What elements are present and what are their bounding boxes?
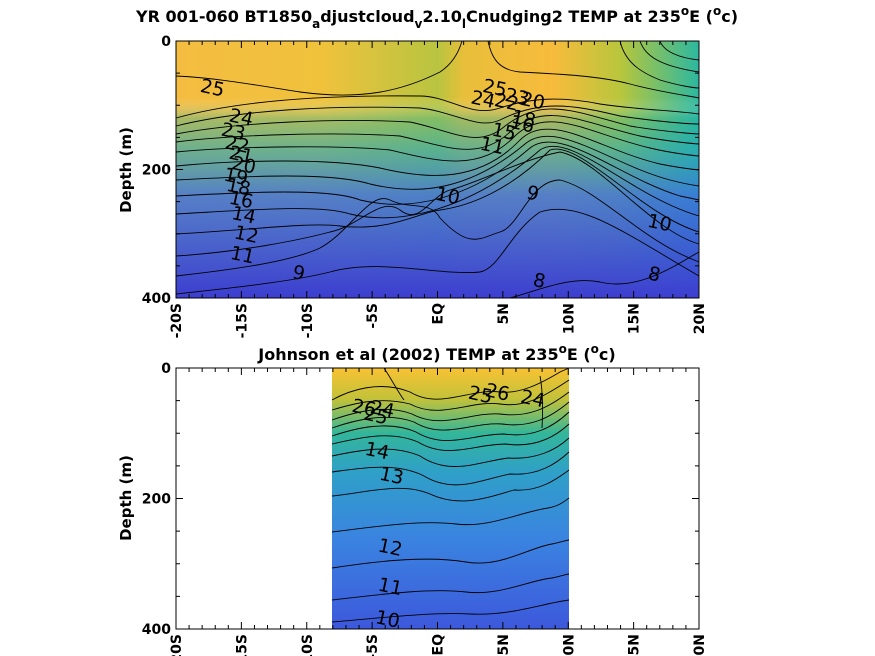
contour-label: 8 — [531, 269, 547, 293]
bottom-temperature-field — [332, 368, 569, 629]
contour-label: 24 — [469, 87, 497, 114]
contour-label: 22 — [223, 132, 251, 159]
top-temperature-depth-shading — [176, 41, 699, 298]
bottom-contour-lines — [331, 367, 570, 623]
bottom-chart-title: Johnson et al (2002) TEMP at 235oE (oc) — [257, 342, 615, 364]
contour-label: 24 — [368, 396, 396, 423]
top-x-tick-label: 5N — [496, 303, 512, 324]
bottom-y-tick-labels: 0 200 400 — [142, 361, 171, 638]
contour-label: 15 — [490, 119, 518, 146]
bottom-y-tick-label: 400 — [142, 622, 171, 638]
bottom-tick-marks — [175, 367, 700, 630]
bottom-x-tick-label: EQ — [431, 634, 447, 656]
contour-label: 9 — [290, 261, 306, 285]
contour-label: 11 — [478, 133, 506, 160]
contour-label: 21 — [227, 142, 255, 169]
contour-label: 14 — [230, 202, 258, 229]
contour-label: 10 — [373, 606, 401, 633]
bottom-x-tick-label: 10N — [561, 634, 577, 656]
contour-label: 26 — [483, 379, 511, 406]
top-x-tick-label: 20N — [692, 303, 708, 334]
contour-label: 11 — [228, 242, 256, 269]
top-x-tick-label: EQ — [431, 303, 447, 325]
contour-label: 11 — [376, 574, 404, 601]
top-y-axis-label: Depth (m) — [117, 127, 135, 213]
top-y-tick-labels: 0 200 400 — [142, 34, 171, 307]
top-x-tick-label: 15N — [627, 303, 643, 334]
contour-label: 24 — [519, 386, 547, 413]
contour-label: 16 — [227, 187, 255, 214]
contour-label: 18 — [224, 174, 252, 201]
contour-label: 25 — [362, 403, 390, 430]
top-y-tick-label: 200 — [142, 163, 171, 179]
bottom-x-tick-label: -10S — [300, 634, 316, 656]
bottom-x-tick-label: -5S — [365, 634, 381, 656]
bottom-x-tick-label: 20N — [692, 634, 708, 656]
contour-label: 12 — [376, 534, 404, 561]
contour-label: 20 — [519, 88, 547, 115]
contour-label: 13 — [377, 463, 405, 490]
top-x-tick-label: -10S — [300, 303, 316, 338]
contour-label: 14 — [363, 438, 391, 465]
top-x-tick-label: -20S — [169, 303, 185, 338]
top-tick-marks — [175, 40, 700, 299]
contour-label: 8 — [646, 263, 662, 287]
contour-label: 9 — [525, 182, 541, 206]
top-x-tick-label: -5S — [365, 303, 381, 329]
bottom-y-axis-label: Depth (m) — [117, 455, 135, 541]
contour-label: 10 — [434, 183, 462, 210]
top-y-tick-label: 400 — [142, 291, 171, 307]
contour-label: 19 — [222, 164, 250, 191]
contour-label: 12 — [232, 221, 260, 248]
bottom-y-tick-label: 200 — [142, 492, 171, 508]
contour-label: 20 — [230, 152, 258, 179]
top-contour-lines — [175, 40, 700, 299]
contour-label: 25 — [198, 75, 226, 102]
contour-label: 25 — [466, 382, 494, 409]
top-x-tick-label: -15S — [234, 303, 250, 338]
contour-label: 23 — [503, 84, 531, 111]
contour-label: 16 — [508, 111, 536, 138]
contour-label: 18 — [509, 106, 537, 133]
bottom-y-tick-label: 0 — [161, 361, 171, 377]
bottom-x-tick-label: -20S — [169, 634, 185, 656]
top-y-tick-label: 0 — [161, 34, 171, 50]
bottom-x-tick-labels: -20S -15S -10S -5S EQ 5N 10N 15N 20N — [169, 634, 708, 656]
bottom-x-tick-label: -15S — [234, 634, 250, 656]
contour-label: 10 — [645, 210, 673, 237]
bottom-x-tick-label: 5N — [496, 634, 512, 655]
top-x-tick-label: 10N — [561, 303, 577, 334]
top-x-tick-labels: -20S -15S -10S -5S EQ 5N 10N 15N 20N — [169, 303, 708, 338]
contour-label: 26 — [350, 395, 378, 422]
top-chart-title: YR 001-060 BT1850adjustcloudv2.10lCnudgi… — [135, 4, 738, 31]
contour-label: 24 — [227, 105, 255, 132]
contour-label: 25 — [481, 75, 509, 102]
bottom-x-tick-label: 15N — [627, 634, 643, 656]
contour-label: 23 — [219, 119, 247, 146]
contour-label: 22 — [492, 89, 520, 116]
